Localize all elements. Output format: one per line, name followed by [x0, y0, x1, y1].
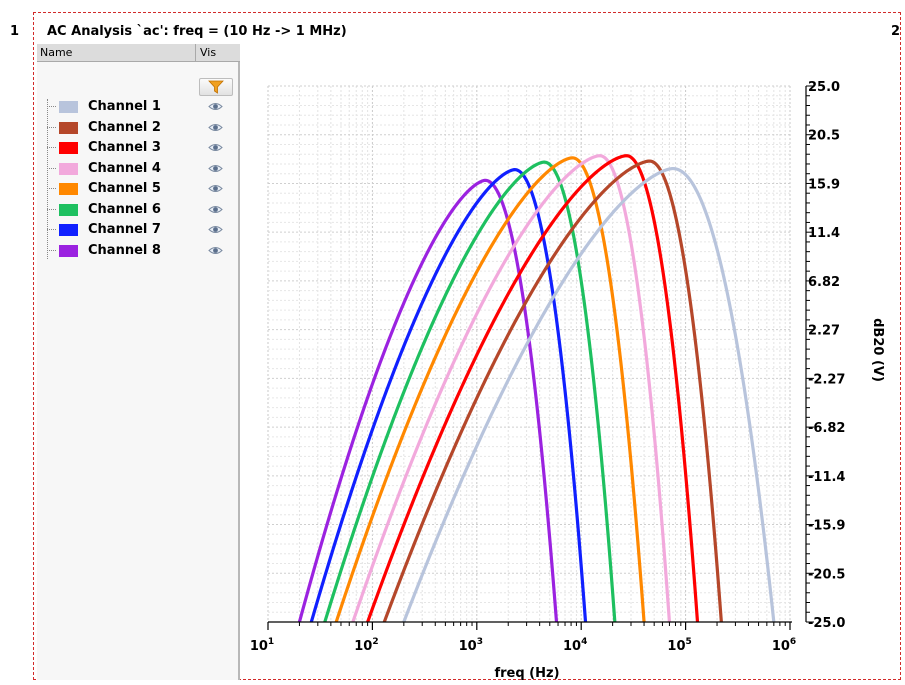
grid: [268, 86, 790, 622]
y-tick-label: 25.0: [808, 80, 840, 95]
y-tick-label: 15.9: [808, 177, 840, 192]
y-tick-label: 20.5: [808, 129, 840, 144]
y-tick-label: -15.9: [808, 519, 845, 534]
plot-background: [268, 86, 790, 622]
y-tick-label: -25.0: [808, 616, 845, 631]
y-tick-label: 2.27: [808, 324, 840, 339]
y-axis-label: dB20 (V): [870, 318, 885, 382]
x-axis-label: freq (Hz): [494, 666, 559, 681]
x-tick-label: 101: [250, 637, 274, 654]
x-tick-label: 104: [563, 637, 587, 654]
y-tick-label: 6.82: [808, 275, 840, 290]
y-tick-label: -20.5: [808, 567, 845, 582]
y-tick-label: 11.4: [808, 226, 840, 241]
y-tick-label: -2.27: [808, 372, 845, 387]
x-tick-label: 102: [354, 637, 378, 654]
y-tick-label: -11.4: [808, 470, 845, 485]
x-tick-label: 103: [459, 637, 483, 654]
x-tick-label: 106: [772, 637, 796, 654]
y-tick-label: -6.82: [808, 421, 845, 436]
x-tick-label: 105: [667, 637, 691, 654]
